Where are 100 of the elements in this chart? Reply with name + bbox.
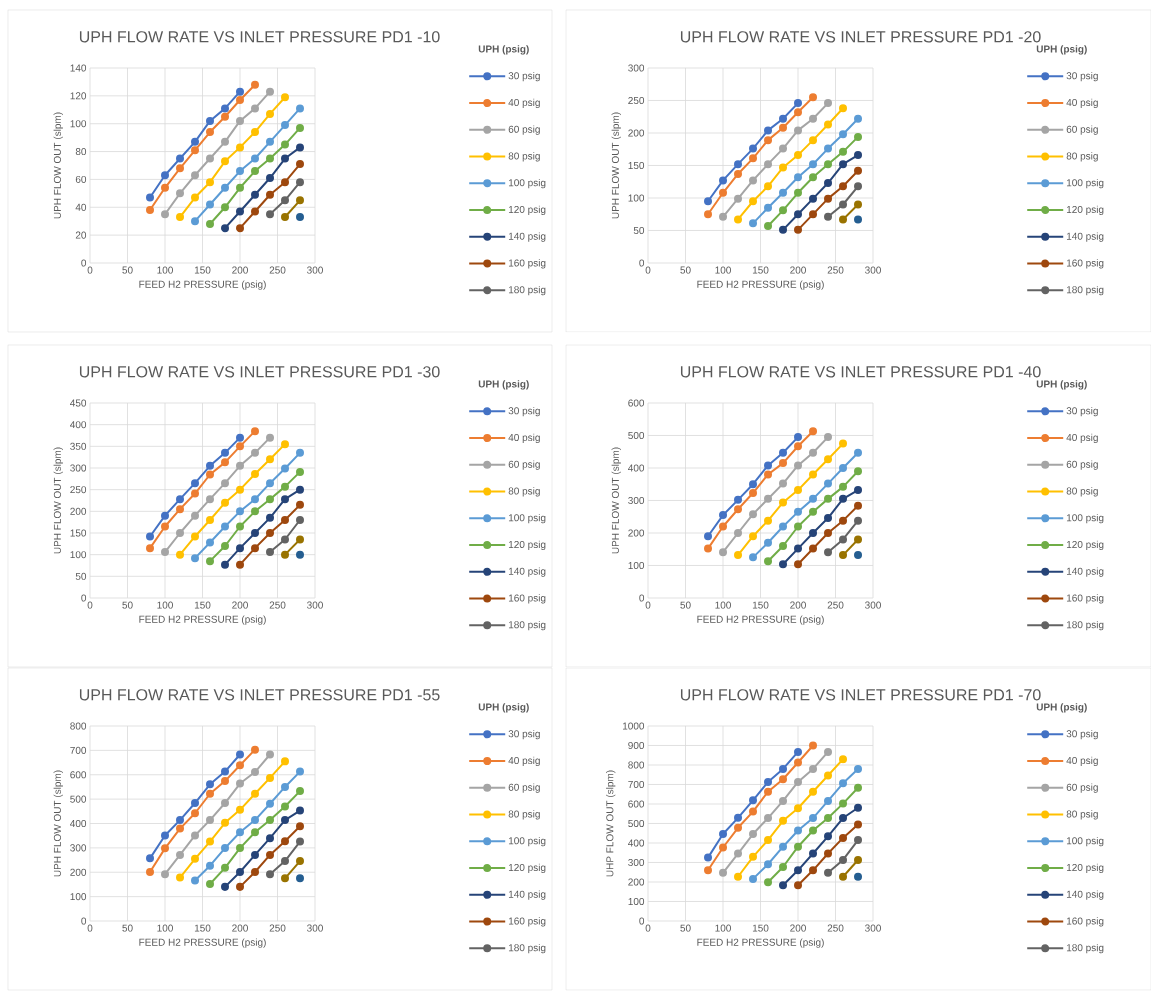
- y-axis-title: UPH FLOW OUT (slpm): [53, 770, 63, 877]
- y-tick-label: 300: [70, 464, 87, 472]
- point: [176, 816, 184, 825]
- point: [824, 212, 833, 221]
- point: [266, 433, 274, 442]
- legend-label: 80 psig: [508, 152, 540, 162]
- point: [734, 551, 743, 560]
- point: [221, 137, 229, 146]
- y-tick-label: 0: [81, 259, 87, 267]
- point: [296, 837, 304, 846]
- y-tick-label: 0: [639, 259, 645, 267]
- x-tick-label: 150: [194, 266, 211, 274]
- point: [176, 850, 184, 859]
- legend-label: 40 psig: [508, 433, 540, 444]
- point: [824, 514, 833, 523]
- point: [281, 550, 289, 559]
- point: [266, 548, 274, 557]
- point: [296, 787, 304, 796]
- point: [251, 495, 259, 504]
- point: [296, 196, 304, 205]
- point: [221, 479, 229, 488]
- x-tick-label: 300: [865, 924, 881, 932]
- point: [764, 777, 773, 786]
- x-tick-label: 300: [307, 266, 323, 274]
- y-tick-label: 300: [628, 496, 645, 505]
- point: [854, 855, 863, 864]
- legend-label: 40 psig: [508, 756, 540, 767]
- point: [839, 182, 848, 191]
- point: [794, 108, 803, 117]
- y-tick-label: 250: [70, 486, 87, 494]
- point: [176, 495, 184, 504]
- point: [809, 160, 818, 169]
- point: [161, 511, 169, 520]
- point: [251, 529, 259, 537]
- point: [221, 448, 229, 457]
- point: [251, 507, 259, 516]
- x-tick-label: 300: [865, 601, 881, 609]
- legend-label: 120 psig: [1066, 205, 1104, 215]
- point: [281, 464, 289, 473]
- point: [749, 176, 758, 185]
- point: [296, 160, 304, 169]
- y-tick-label: 200: [70, 868, 87, 876]
- point: [749, 807, 758, 816]
- point: [854, 535, 863, 544]
- point: [794, 507, 803, 516]
- point: [221, 224, 229, 233]
- x-tick-label: 100: [157, 601, 173, 609]
- x-tick-label: 50: [680, 266, 691, 274]
- point: [779, 542, 788, 550]
- point: [236, 882, 244, 891]
- point: [764, 538, 773, 547]
- point: [824, 814, 833, 823]
- legend-label: 30 psig: [508, 729, 540, 740]
- point: [296, 213, 304, 222]
- point: [764, 557, 773, 566]
- point: [719, 212, 728, 221]
- legend-label: 120 psig: [508, 205, 546, 215]
- x-tick-label: 200: [790, 601, 806, 609]
- x-tick-label: 100: [715, 601, 731, 609]
- legend-label: 100 psig: [508, 836, 546, 847]
- point: [794, 522, 803, 531]
- point: [779, 114, 788, 123]
- y-tick-label: 100: [70, 551, 87, 559]
- point: [809, 93, 818, 102]
- point: [236, 116, 244, 125]
- point: [779, 188, 788, 197]
- point: [809, 528, 818, 537]
- point: [281, 140, 289, 149]
- point: [296, 448, 304, 457]
- point: [854, 803, 863, 812]
- legend-label: 160 psig: [508, 917, 546, 927]
- point: [266, 816, 274, 825]
- legend-label: 180 psig: [1066, 285, 1104, 296]
- x-tick-label: 50: [122, 601, 133, 609]
- point: [251, 470, 259, 479]
- point: [794, 747, 803, 756]
- point: [749, 144, 758, 153]
- point: [251, 745, 259, 754]
- point: [251, 850, 259, 859]
- point: [734, 215, 743, 224]
- y-tick-label: 500: [70, 795, 87, 803]
- point: [191, 799, 199, 808]
- point: [266, 210, 274, 219]
- point: [281, 816, 289, 825]
- x-axis-title: FEED H2 PRESSURE (psig): [139, 280, 266, 290]
- point: [236, 224, 244, 233]
- point: [704, 210, 713, 219]
- point: [824, 548, 833, 557]
- point: [854, 448, 863, 457]
- legend-label: 100 psig: [1066, 836, 1104, 847]
- y-tick-label: 100: [628, 897, 645, 906]
- point: [266, 174, 274, 183]
- x-tick-label: 150: [752, 601, 769, 609]
- point: [809, 194, 818, 203]
- point: [206, 470, 214, 479]
- point: [794, 442, 803, 451]
- point: [809, 136, 818, 145]
- x-tick-label: 250: [827, 266, 844, 274]
- point: [794, 826, 803, 835]
- point: [281, 213, 289, 222]
